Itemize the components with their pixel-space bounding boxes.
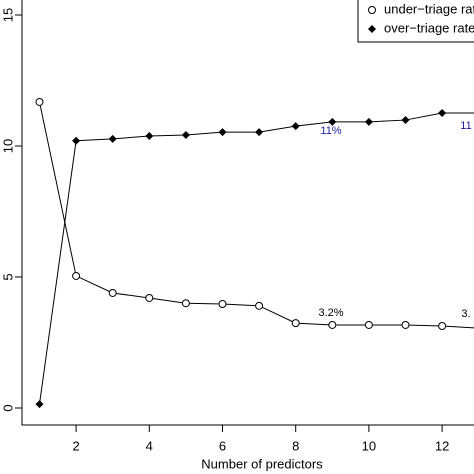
x-tick-label: 10 bbox=[362, 438, 376, 453]
annotation: 11 bbox=[460, 120, 471, 132]
series-line bbox=[39, 112, 474, 405]
marker bbox=[328, 320, 337, 329]
legend-marker bbox=[368, 6, 376, 14]
y-tick-label: 10 bbox=[0, 139, 15, 153]
marker bbox=[364, 117, 373, 126]
marker bbox=[108, 134, 117, 143]
marker bbox=[255, 128, 264, 137]
marker bbox=[218, 299, 227, 308]
legend-label: over−triage rate bbox=[384, 20, 474, 35]
marker bbox=[255, 301, 264, 310]
marker bbox=[35, 400, 44, 409]
marker bbox=[291, 122, 300, 131]
y-tick-label: 15 bbox=[0, 8, 15, 22]
legend-box bbox=[357, 0, 474, 43]
x-tick-label: 8 bbox=[292, 438, 299, 453]
marker bbox=[108, 288, 117, 297]
annotation: 3.2% bbox=[318, 307, 343, 319]
marker bbox=[35, 97, 44, 106]
legend-marker bbox=[368, 25, 376, 33]
x-tick-label: 4 bbox=[146, 438, 153, 453]
marker bbox=[328, 117, 337, 126]
marker bbox=[145, 293, 154, 302]
marker bbox=[145, 132, 154, 141]
marker bbox=[438, 321, 447, 330]
marker bbox=[72, 271, 81, 280]
annotation: 11% bbox=[320, 125, 341, 137]
marker bbox=[291, 319, 300, 328]
y-tick-label: 5 bbox=[0, 273, 15, 280]
plot-frame bbox=[21, 0, 474, 426]
y-tick-label: 0 bbox=[0, 404, 15, 411]
marker bbox=[401, 320, 410, 329]
series-line bbox=[39, 101, 474, 329]
marker bbox=[181, 130, 190, 139]
x-tick-label: 2 bbox=[72, 438, 79, 453]
marker bbox=[72, 136, 81, 145]
marker bbox=[218, 128, 227, 137]
marker bbox=[364, 320, 373, 329]
annotation: 3. bbox=[461, 308, 470, 320]
marker bbox=[181, 299, 190, 308]
x-tick-label: 6 bbox=[219, 438, 226, 453]
marker bbox=[438, 108, 447, 117]
x-axis-label: Number of predictors bbox=[201, 456, 323, 471]
x-tick-label: 12 bbox=[435, 438, 449, 453]
marker bbox=[401, 116, 410, 125]
legend-label: under−triage rate bbox=[384, 1, 474, 16]
